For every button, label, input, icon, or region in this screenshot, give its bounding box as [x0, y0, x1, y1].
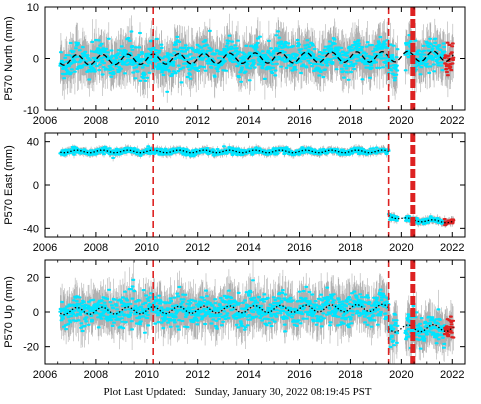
x-tick-label: 2006	[33, 369, 57, 381]
recent-data-points	[442, 315, 456, 339]
y-tick-label: -20	[23, 342, 39, 354]
x-tick-label: 2010	[135, 369, 159, 381]
x-tick-label: 2014	[236, 369, 260, 381]
x-tick-label: 2020	[389, 242, 413, 254]
x-tick-label: 2016	[287, 242, 311, 254]
x-tick-label: 2018	[338, 369, 362, 381]
y-axis-label: P570 North (mm)	[3, 16, 15, 100]
x-tick-label: 2008	[84, 115, 108, 127]
x-tick-label: 2020	[389, 369, 413, 381]
footer-label: Plot Last Updated:	[103, 386, 186, 398]
model-curve-segment-2	[388, 214, 454, 224]
x-tick-label: 2008	[84, 242, 108, 254]
y-tick-label: 0	[33, 307, 39, 319]
y-tick-label: 20	[27, 272, 39, 284]
x-tick-label: 2006	[33, 242, 57, 254]
x-tick-label: 2020	[389, 115, 413, 127]
x-tick-label: 2022	[440, 242, 464, 254]
y-tick-label: 0	[33, 54, 39, 66]
x-tick-label: 2016	[287, 115, 311, 127]
data-points	[58, 145, 447, 226]
plot-footer: Plot Last Updated: Sunday, January 30, 2…	[0, 386, 481, 398]
model-curve-segment-1	[59, 303, 390, 316]
y-tick-label: 0	[33, 180, 39, 192]
x-tick-label: 2012	[185, 242, 209, 254]
x-tick-label: 2018	[338, 242, 362, 254]
y-tick-label: 10	[27, 2, 39, 14]
chart-panel-3: 2006 2008 2010 2012 2014 2016 2018 2020 2022 -20 0…	[3, 259, 466, 381]
plot-area	[58, 133, 456, 237]
chart-panel-1: 2006 2008 2010 2012 2014 2016 2018 2020 2022 -10 0…	[3, 2, 466, 127]
x-tick-label: 2022	[440, 115, 464, 127]
recent-data-points	[442, 41, 456, 77]
data-points	[58, 278, 447, 350]
x-tick-label: 2014	[236, 115, 260, 127]
y-axis-label: P570 Up (mm)	[3, 276, 15, 348]
chart-panel-2: 2006 2008 2010 2012 2014 2016 2018 2020 2022 -40 0…	[3, 132, 466, 254]
model-curve-segment-2	[388, 324, 454, 333]
x-tick-label: 2012	[185, 115, 209, 127]
plot-area	[58, 7, 456, 110]
x-tick-label: 2022	[440, 369, 464, 381]
x-tick-label: 2012	[185, 369, 209, 381]
x-tick-label: 2010	[135, 242, 159, 254]
model-curve-segment-1	[59, 50, 454, 66]
x-tick-label: 2010	[135, 115, 159, 127]
x-tick-label: 2016	[287, 369, 311, 381]
x-tick-label: 2014	[236, 242, 260, 254]
footer-timestamp: Sunday, January 30, 2022 08:19:45 PST	[194, 386, 372, 398]
x-tick-label: 2008	[84, 369, 108, 381]
x-tick-label: 2006	[33, 115, 57, 127]
x-tick-label: 2018	[338, 115, 362, 127]
y-tick-label: -10	[23, 105, 39, 117]
y-tick-label: 40	[27, 137, 39, 149]
y-tick-label: -40	[23, 223, 39, 235]
y-axis-label: P570 East (mm)	[3, 145, 15, 224]
plot-area	[58, 260, 456, 364]
